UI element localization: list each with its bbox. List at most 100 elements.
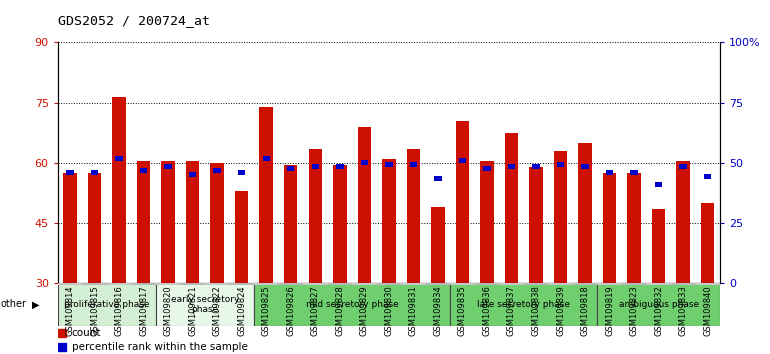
Bar xyxy=(401,283,426,285)
Text: count: count xyxy=(72,328,101,338)
Bar xyxy=(116,156,122,161)
Bar xyxy=(377,283,401,285)
Bar xyxy=(407,149,420,283)
Text: GDS2052 / 200724_at: GDS2052 / 200724_at xyxy=(58,14,209,27)
Bar xyxy=(229,283,254,285)
Bar xyxy=(603,173,616,283)
Bar xyxy=(628,173,641,283)
Bar xyxy=(82,283,107,285)
Bar xyxy=(238,170,246,175)
Text: GSM109821: GSM109821 xyxy=(188,285,197,336)
Text: GSM109816: GSM109816 xyxy=(115,285,123,336)
Text: GSM109833: GSM109833 xyxy=(678,285,688,336)
Text: GSM109817: GSM109817 xyxy=(139,285,148,336)
Bar xyxy=(66,170,74,175)
Text: GSM109819: GSM109819 xyxy=(605,285,614,336)
Bar xyxy=(279,283,303,285)
Text: proliferative phase: proliferative phase xyxy=(64,300,149,309)
Bar xyxy=(259,107,273,283)
Bar xyxy=(382,159,396,283)
Text: mid secretory phase: mid secretory phase xyxy=(306,300,398,309)
Bar xyxy=(58,283,82,285)
Bar xyxy=(459,158,466,163)
Text: GSM109820: GSM109820 xyxy=(163,285,172,336)
Bar xyxy=(410,162,417,167)
Bar xyxy=(333,165,347,283)
Text: GSM109838: GSM109838 xyxy=(531,285,541,336)
Bar xyxy=(554,151,567,283)
Bar xyxy=(557,162,564,167)
Bar xyxy=(474,283,499,285)
Bar xyxy=(254,283,450,326)
Text: ambiguous phase: ambiguous phase xyxy=(618,300,698,309)
Bar xyxy=(499,283,524,285)
Bar xyxy=(484,166,490,171)
Text: ▶: ▶ xyxy=(32,299,40,309)
Bar xyxy=(431,207,444,283)
Text: GSM109829: GSM109829 xyxy=(360,285,369,336)
Bar xyxy=(63,173,77,283)
Text: GSM109831: GSM109831 xyxy=(409,285,418,336)
Bar xyxy=(578,143,592,283)
Bar xyxy=(529,167,543,283)
Bar xyxy=(137,161,150,283)
Bar xyxy=(287,166,294,171)
Bar xyxy=(434,176,442,181)
Bar xyxy=(263,156,270,161)
Bar xyxy=(524,283,548,285)
Bar xyxy=(284,165,297,283)
Text: early secretory
phase: early secretory phase xyxy=(171,295,239,314)
Bar xyxy=(58,329,66,337)
Bar xyxy=(140,168,147,173)
Bar xyxy=(107,283,132,285)
Bar xyxy=(88,173,102,283)
Bar xyxy=(631,170,638,175)
Text: percentile rank within the sample: percentile rank within the sample xyxy=(72,342,247,352)
Bar xyxy=(606,170,613,175)
Text: GSM109830: GSM109830 xyxy=(384,285,393,336)
Text: GSM109814: GSM109814 xyxy=(65,285,75,336)
Bar xyxy=(671,283,695,285)
Text: GSM109824: GSM109824 xyxy=(237,285,246,336)
Bar xyxy=(701,203,715,283)
Bar xyxy=(132,283,156,285)
Bar xyxy=(309,149,322,283)
Bar xyxy=(622,283,646,285)
Bar xyxy=(676,161,690,283)
Bar xyxy=(357,127,371,283)
Bar xyxy=(360,160,368,165)
Text: GSM109823: GSM109823 xyxy=(630,285,638,336)
Bar xyxy=(548,283,573,285)
Bar xyxy=(205,283,229,285)
Bar xyxy=(165,164,172,169)
Text: GSM109815: GSM109815 xyxy=(90,285,99,336)
Text: GSM109826: GSM109826 xyxy=(286,285,295,336)
Bar xyxy=(58,283,156,326)
Bar xyxy=(235,191,249,283)
Bar xyxy=(254,283,279,285)
Bar xyxy=(210,163,224,283)
Text: GSM109834: GSM109834 xyxy=(434,285,443,336)
Text: GSM109835: GSM109835 xyxy=(458,285,467,336)
Bar xyxy=(646,283,671,285)
Text: GSM109822: GSM109822 xyxy=(213,285,222,336)
Bar xyxy=(655,182,662,187)
Text: GSM109840: GSM109840 xyxy=(703,285,712,336)
Bar xyxy=(507,164,515,169)
Bar xyxy=(456,121,469,283)
Bar xyxy=(91,170,99,175)
Bar xyxy=(573,283,598,285)
Bar xyxy=(480,161,494,283)
Bar xyxy=(450,283,598,326)
Text: GSM109832: GSM109832 xyxy=(654,285,663,336)
Bar xyxy=(704,174,711,179)
Bar xyxy=(581,164,589,169)
Bar xyxy=(327,283,352,285)
Bar xyxy=(450,283,474,285)
Text: other: other xyxy=(1,299,27,309)
Bar xyxy=(598,283,720,326)
Bar xyxy=(189,172,196,177)
Bar xyxy=(162,161,175,283)
Text: GSM109825: GSM109825 xyxy=(262,285,271,336)
Bar xyxy=(186,161,199,283)
